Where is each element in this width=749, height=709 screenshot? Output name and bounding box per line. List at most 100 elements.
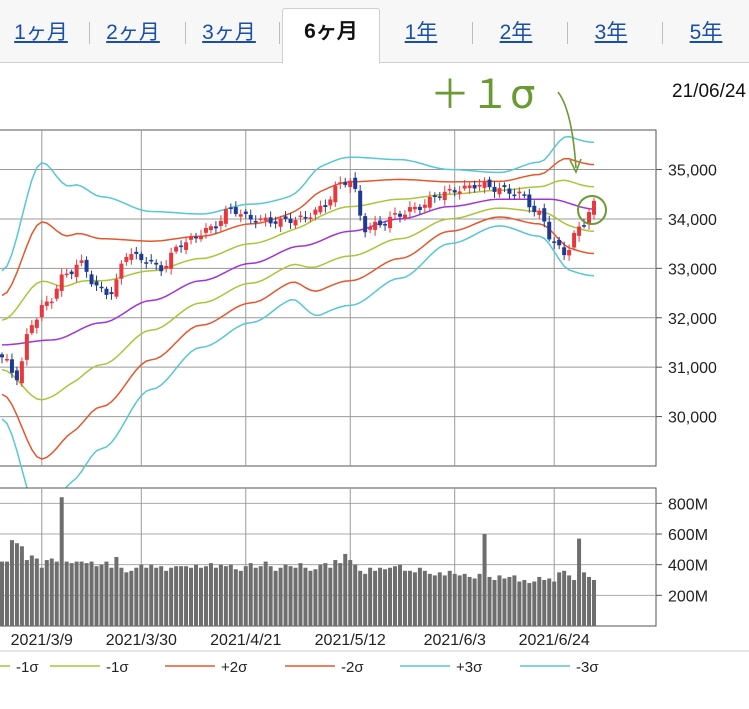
volume-bar (383, 569, 388, 626)
plus-3-sigma-line (1, 135, 595, 272)
volume-bar (298, 563, 303, 626)
candle-body (567, 249, 572, 256)
volume-bar (442, 575, 447, 626)
candle-body (9, 359, 14, 373)
current-date-label: 21/06/24 (672, 81, 746, 102)
plus-2-sigma-line (1, 157, 595, 297)
volume-bar (159, 566, 164, 626)
candle-body (29, 325, 34, 334)
volume-bar (447, 570, 452, 626)
tab-7[interactable]: 3年 (594, 21, 628, 44)
tab-6[interactable]: 2年 (499, 21, 533, 44)
volume-bar (243, 566, 248, 626)
volume-bar (582, 572, 587, 626)
volume-bar (49, 558, 54, 626)
volume-bar (323, 563, 328, 626)
volume-bar (288, 566, 293, 626)
candle-body (253, 220, 258, 223)
annotation-arrowhead (569, 158, 582, 174)
candle-body (353, 177, 358, 189)
candle-body (432, 195, 437, 198)
candle-body (119, 263, 124, 279)
tab-5[interactable]: 1年 (404, 21, 438, 44)
volume-bar (427, 573, 432, 626)
volume-bar (263, 561, 268, 626)
volume-bar (184, 566, 189, 626)
volume-bar (44, 560, 49, 626)
volume-bar (74, 561, 79, 626)
volume-bar (592, 580, 596, 626)
candle-body (388, 216, 393, 229)
tab-separator (279, 22, 280, 44)
candle-body (268, 217, 273, 224)
date-tick-label: 2021/3/30 (106, 632, 177, 649)
volume-bar (587, 576, 592, 626)
candle-body (587, 212, 592, 225)
candle-body (114, 279, 119, 297)
volume-bar (139, 564, 144, 626)
candle-body (492, 186, 497, 192)
volume-bar (527, 583, 532, 626)
period-tabs: 1ヶ月 2ヶ月 3ヶ月 6ヶ月 1年 2年 3年 5年 (0, 0, 749, 64)
volume-bar (129, 570, 134, 626)
candle-body (343, 182, 348, 185)
volume-bar (9, 540, 14, 626)
candle-body (542, 208, 547, 222)
volume-bar (169, 567, 174, 626)
volume-bar (402, 570, 407, 626)
candle-body (318, 205, 323, 213)
volume-bar (467, 576, 472, 626)
tab-2[interactable]: 2ヶ月 (106, 21, 160, 44)
volume-bar (109, 567, 114, 626)
volume-axis: 200M 400M 600M 800M (656, 496, 708, 605)
candle-body (338, 182, 343, 184)
candle-body (447, 188, 452, 191)
volume-bar (517, 581, 522, 626)
candle-body (223, 209, 228, 224)
candle-body (303, 216, 308, 219)
volume-bar (368, 567, 373, 626)
volume-bar (124, 572, 129, 626)
volume-bar (482, 534, 487, 626)
date-tick-label: 2021/6/24 (519, 632, 590, 649)
candle-body (99, 286, 104, 289)
date-tick-label: 2021/6/3 (424, 632, 486, 649)
candle-body (512, 194, 517, 197)
candle-body (422, 204, 427, 208)
candle-body (532, 205, 537, 212)
candle-body (507, 188, 512, 194)
volume-bar (134, 567, 139, 626)
candle-body (437, 196, 442, 198)
tab-1[interactable]: 1ヶ月 (14, 21, 68, 44)
minus-1-sigma-line (1, 207, 595, 401)
volume-bar (179, 566, 184, 626)
candle-body (164, 265, 169, 269)
candle-body (452, 190, 457, 193)
volume-bar (353, 564, 358, 626)
candle-body (323, 205, 328, 207)
volume-bar (363, 573, 368, 626)
candle-body (263, 217, 268, 221)
date-tick-label: 2021/4/21 (210, 632, 281, 649)
candle-body (44, 301, 49, 306)
candlesticks (0, 172, 596, 387)
candle-body (527, 194, 532, 208)
tab-4[interactable]: 6ヶ月 (282, 8, 380, 64)
date-tick-label: 2021/5/12 (315, 632, 386, 649)
candle-body (487, 179, 492, 188)
volume-tick-label: 400M (668, 558, 708, 575)
candle-body (208, 226, 213, 231)
volume-bar (547, 578, 552, 626)
candle-body (104, 288, 109, 295)
tab-3[interactable]: 3ヶ月 (202, 21, 256, 44)
volume-bar (283, 564, 288, 626)
tab-8[interactable]: 5年 (689, 21, 723, 44)
volume-bar (278, 567, 283, 626)
minus-3-sigma-line (1, 225, 595, 520)
volume-bar (79, 561, 84, 626)
candle-body (64, 273, 69, 276)
volume-bar (258, 566, 263, 626)
volume-bar (154, 567, 159, 626)
legend: -1σ -1σ +2σ -2σ +3σ -3σ (0, 659, 599, 676)
volume-bar (492, 580, 497, 626)
